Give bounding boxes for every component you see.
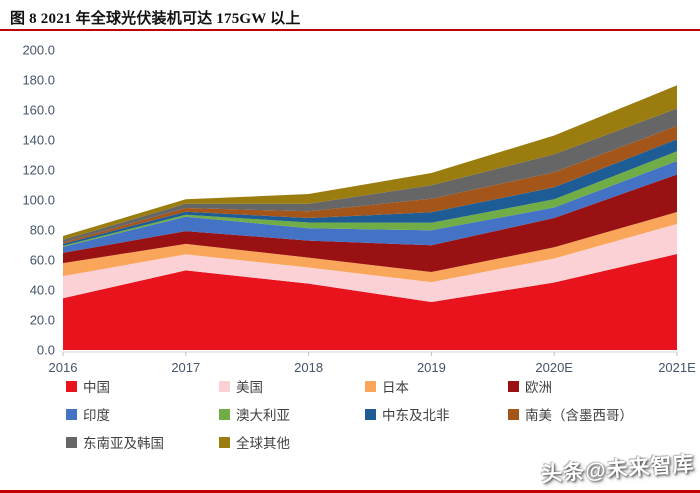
- legend-label: 中国: [83, 380, 110, 395]
- area-series-4: [63, 161, 677, 253]
- legend-item-6: 中东及北非: [365, 404, 508, 424]
- legend-swatch-icon: [219, 380, 230, 392]
- legend-label: 中东及北非: [382, 408, 450, 423]
- y-axis-tick-label: 120.0: [22, 163, 55, 178]
- area-series-6: [63, 139, 677, 246]
- legend-swatch-icon: [219, 436, 230, 448]
- y-axis-tick-label: 100.0: [22, 193, 55, 208]
- legend-label: 澳大利亚: [236, 408, 290, 423]
- y-axis-tick-label: 160.0: [22, 103, 55, 118]
- area-series-2: [63, 212, 677, 283]
- y-axis-tick-label: 20.0: [30, 313, 55, 328]
- legend-swatch-icon: [66, 380, 77, 392]
- legend-item-4: 印度: [66, 404, 219, 424]
- area-series-9: [63, 85, 677, 240]
- x-axis-tick-label: 2021E: [658, 360, 696, 375]
- area-series-0: [63, 254, 677, 350]
- figure-title: 图 8 2021 年全球光伏装机可达 175GW 以上: [10, 11, 301, 27]
- y-axis-tick-label: 180.0: [22, 73, 55, 88]
- y-axis-tick-label: 40.0: [30, 283, 55, 298]
- x-axis-tick-label: 2017: [171, 360, 200, 375]
- legend-swatch-icon: [66, 436, 77, 448]
- legend-swatch-icon: [508, 380, 519, 392]
- legend-item-5: 澳大利亚: [219, 404, 365, 424]
- legend-swatch-icon: [508, 408, 519, 420]
- legend-item-2: 日本: [365, 376, 508, 396]
- y-axis-tick-label: 60.0: [30, 253, 55, 268]
- legend-label: 欧洲: [525, 380, 552, 395]
- y-axis-tick-label: 200.0: [22, 43, 55, 58]
- legend-swatch-icon: [365, 380, 376, 392]
- area-series-3: [63, 174, 677, 272]
- chart-legend: 中国 美国 日本 欧洲印度 澳大利亚 中东及北非 南美（含墨西哥） 东南亚及韩国 全球其他: [66, 372, 686, 456]
- pv-installations-stacked-area-chart: 0.0 20.0 40.0 60.0 80.0 100.0 120.0 140.0 160.0 1…: [22, 43, 696, 376]
- legend-label: 日本: [382, 380, 409, 395]
- legend-item-1: 美国: [219, 376, 365, 396]
- legend-item-3: 欧洲: [508, 376, 686, 396]
- legend-label: 印度: [83, 408, 110, 423]
- y-axis-tick-label: 0.0: [37, 343, 55, 358]
- legend-label: 南美（含墨西哥）: [525, 408, 633, 423]
- legend-item-8: 东南亚及韩国: [66, 432, 219, 452]
- x-axis-tick-label: 2019: [417, 360, 446, 375]
- y-axis-tick-label: 140.0: [22, 133, 55, 148]
- x-axis-tick-label: 2020E: [535, 360, 573, 375]
- legend-swatch-icon: [66, 408, 77, 420]
- legend-label: 东南亚及韩国: [83, 436, 164, 451]
- y-axis-tick-label: 80.0: [30, 223, 55, 238]
- area-series-1: [63, 224, 677, 302]
- x-axis-tick-label: 2016: [49, 360, 78, 375]
- legend-swatch-icon: [219, 408, 230, 420]
- legend-label: 全球其他: [236, 436, 290, 451]
- bottom-divider-rule: [0, 490, 700, 493]
- legend-item-0: 中国: [66, 376, 219, 396]
- area-series-5: [63, 151, 677, 247]
- legend-swatch-icon: [365, 408, 376, 420]
- legend-item-7: 南美（含墨西哥）: [508, 404, 686, 424]
- area-series-7: [63, 125, 677, 244]
- title-divider-rule: [0, 29, 700, 31]
- x-axis-tick-label: 2018: [294, 360, 323, 375]
- legend-item-9: 全球其他: [219, 432, 365, 452]
- legend-label: 美国: [236, 380, 263, 395]
